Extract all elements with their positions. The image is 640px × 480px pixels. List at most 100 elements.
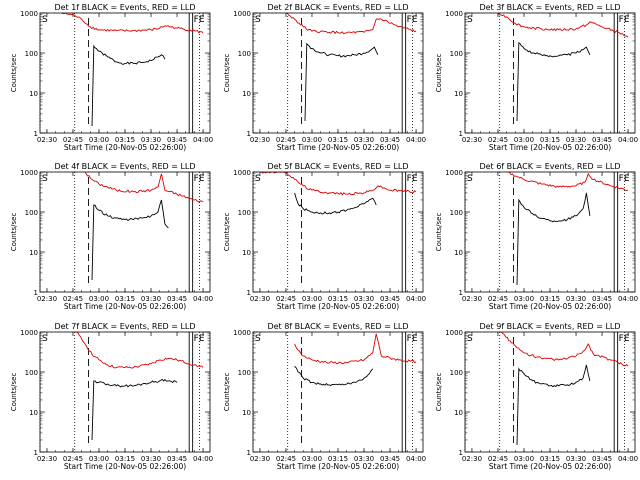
- series-line-events: [91, 44, 166, 127]
- panel-title: Det 5f BLACK = Events, RED = LLD: [267, 162, 408, 171]
- x-axis-label: Start Time (20-Nov-05 02:26:00): [64, 302, 186, 311]
- series-line-lld: [501, 332, 629, 367]
- x-tick-label: 03:15: [115, 295, 135, 303]
- y-axis-label: Counts/sec: [223, 373, 231, 412]
- plot-frame: [252, 171, 424, 293]
- x-tick-label: 03:15: [328, 455, 348, 463]
- x-tick-label: 03:30: [141, 295, 161, 303]
- x-tick-label: 02:30: [37, 455, 57, 463]
- y-tick-label: 1000: [20, 329, 38, 337]
- x-tick-label: 02:45: [276, 136, 296, 144]
- x-tick-label: 03:00: [89, 136, 109, 144]
- x-tick-label: 03:45: [167, 136, 187, 144]
- y-axis-label: Counts/sec: [10, 213, 18, 252]
- series-line-events: [516, 41, 591, 122]
- marker-label-fe: FE: [194, 334, 205, 344]
- series-line-events: [294, 365, 374, 387]
- y-tick-label: 100: [238, 369, 251, 377]
- series-line-events: [91, 199, 169, 281]
- x-tick-label: 04:00: [193, 295, 213, 303]
- plot-frame: [39, 331, 211, 453]
- x-tick-label: 03:15: [115, 455, 135, 463]
- y-tick-label: 1000: [20, 10, 38, 18]
- x-axis-label: Start Time (20-Nov-05 02:26:00): [489, 302, 611, 311]
- x-tick-label: 03:45: [167, 295, 187, 303]
- y-tick-label: 10: [29, 409, 38, 417]
- y-tick-label: 10: [242, 409, 251, 417]
- y-tick-label: 1000: [233, 329, 251, 337]
- series-line-events: [516, 364, 591, 446]
- series-line-lld: [285, 13, 417, 35]
- x-tick-label: 03:00: [514, 136, 534, 144]
- series-line-lld: [76, 332, 204, 369]
- y-tick-label: 1: [34, 289, 38, 297]
- x-tick-label: 02:45: [63, 295, 83, 303]
- x-tick-label: 03:45: [592, 136, 612, 144]
- y-tick-label: 1: [247, 289, 251, 297]
- x-axis-label: Start Time (20-Nov-05 02:26:00): [489, 462, 611, 471]
- x-tick-label: 03:15: [115, 136, 135, 144]
- plot-frame: [252, 331, 424, 453]
- y-tick-label: 10: [242, 90, 251, 98]
- x-tick-label: 03:30: [141, 136, 161, 144]
- y-tick-label: 1000: [445, 329, 463, 337]
- x-tick-label: 02:30: [462, 455, 482, 463]
- detector-panel-1: Det 1f BLACK = Events, RED = LLD S FE 02:30…: [10, 3, 213, 152]
- x-axis-label: Start Time (20-Nov-05 02:26:00): [64, 462, 186, 471]
- y-tick-label: 1000: [20, 169, 38, 177]
- y-tick-label: 100: [450, 209, 463, 217]
- y-tick-label: 1000: [233, 10, 251, 18]
- y-axis-label: Counts/sec: [435, 373, 443, 412]
- series-line-events: [91, 378, 178, 441]
- x-tick-label: 04:00: [406, 295, 426, 303]
- x-tick-label: 03:15: [540, 455, 560, 463]
- plot-frame: [252, 12, 424, 134]
- detector-panel-7: Det 7f BLACK = Events, RED = LLD S FE 02:30…: [10, 322, 213, 471]
- x-tick-label: 03:45: [592, 455, 612, 463]
- x-tick-label: 03:30: [354, 136, 374, 144]
- marker-label-s: S: [255, 15, 261, 25]
- x-tick-label: 04:00: [193, 136, 213, 144]
- series-line-lld: [259, 172, 417, 196]
- detector-panel-9: Det 9f BLACK = Events, RED = LLD S FE 02:30…: [435, 322, 638, 471]
- y-tick-label: 1: [459, 289, 463, 297]
- y-tick-label: 100: [238, 209, 251, 217]
- panel-title: Det 6f BLACK = Events, RED = LLD: [479, 162, 620, 171]
- marker-label-s: S: [42, 15, 48, 25]
- x-tick-label: 02:30: [462, 295, 482, 303]
- x-tick-label: 03:15: [540, 295, 560, 303]
- series-line-lld: [497, 13, 629, 38]
- series-line-events: [294, 192, 377, 215]
- panel-title: Det 4f BLACK = Events, RED = LLD: [54, 162, 195, 171]
- x-tick-label: 04:00: [406, 136, 426, 144]
- y-axis-label: Counts/sec: [223, 213, 231, 252]
- x-tick-label: 03:00: [514, 295, 534, 303]
- y-tick-label: 1: [34, 449, 38, 457]
- y-tick-label: 10: [29, 249, 38, 257]
- x-tick-label: 02:45: [63, 136, 83, 144]
- y-axis-label: Counts/sec: [435, 213, 443, 252]
- series-line-events: [516, 192, 591, 286]
- x-tick-label: 03:00: [514, 455, 534, 463]
- y-tick-label: 100: [25, 209, 38, 217]
- x-tick-label: 03:30: [354, 455, 374, 463]
- panel-title: Det 3f BLACK = Events, RED = LLD: [479, 3, 620, 12]
- x-tick-label: 03:30: [566, 295, 586, 303]
- y-tick-label: 100: [450, 369, 463, 377]
- x-tick-label: 03:45: [167, 455, 187, 463]
- marker-label-fe: FE: [407, 15, 418, 25]
- y-tick-label: 10: [29, 90, 38, 98]
- series-line-lld: [506, 172, 629, 191]
- series-line-lld: [60, 13, 204, 34]
- x-axis-label: Start Time (20-Nov-05 02:26:00): [277, 143, 399, 152]
- x-tick-label: 03:45: [380, 136, 400, 144]
- y-tick-label: 100: [25, 369, 38, 377]
- detector-panel-3: Det 3f BLACK = Events, RED = LLD S FE 02:30…: [435, 3, 638, 152]
- x-tick-label: 02:30: [37, 136, 57, 144]
- panel-title: Det 9f BLACK = Events, RED = LLD: [479, 322, 620, 331]
- x-tick-label: 03:15: [540, 136, 560, 144]
- x-tick-label: 02:45: [488, 295, 508, 303]
- marker-label-fe: FE: [407, 334, 418, 344]
- x-axis-label: Start Time (20-Nov-05 02:26:00): [64, 143, 186, 152]
